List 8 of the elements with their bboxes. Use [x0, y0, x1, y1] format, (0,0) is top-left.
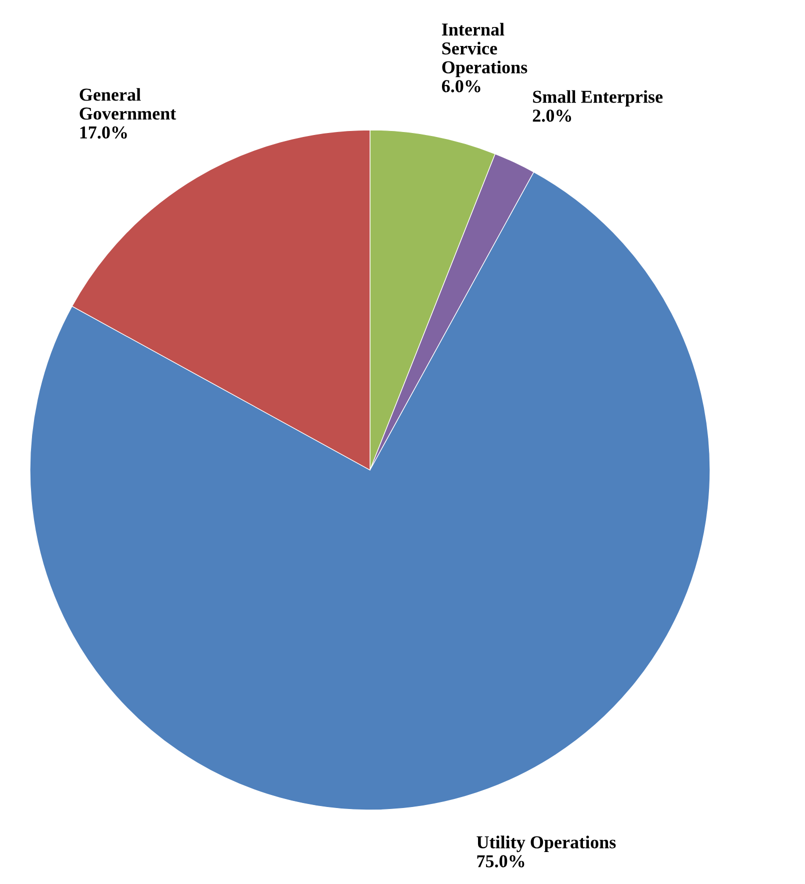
data-label: 17.0%: [80, 126, 127, 139]
data-label: 6.0%: [442, 80, 480, 92]
slice-label: Internal Service Operations: [442, 22, 528, 78]
slice-label: Utility Operations: [476, 836, 616, 852]
slice-label: General Government: [80, 88, 176, 120]
slice-label: Small Enterprise: [533, 90, 663, 107]
data-label: 75.0%: [477, 855, 524, 868]
data-label: 2.0%: [532, 110, 572, 122]
